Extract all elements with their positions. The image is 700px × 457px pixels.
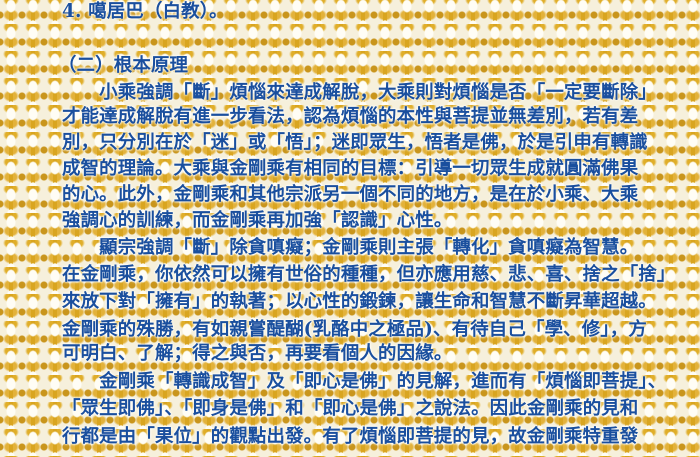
heading: 4. 噶居巴（白教）。 bbox=[62, 1, 228, 22]
paragraph-line: 成智的理論。大乘與金剛乘有相同的目標：引導一切眾生成就圓滿佛果 bbox=[62, 158, 639, 179]
paragraph-line: 行都是由「果位」的觀點出發。有了煩惱即菩提的見，故金剛乘特重發 bbox=[62, 426, 639, 447]
paragraph-line: 小乘強調「斷」煩惱來達成解脫，大乘則對煩惱是否「一定要斷除」 bbox=[62, 82, 657, 103]
paragraph-line: 來放下對「擁有」的執著；以心性的鍛鍊，讓生命和智慧不斷昇華超越。 bbox=[62, 291, 657, 312]
section-title: （二）根本原理 bbox=[58, 55, 189, 76]
paragraph-line: 才能達成解脫有進一步看法，認為煩惱的本性與菩提並無差別，若有差 bbox=[62, 106, 639, 127]
paragraph-line: 顯宗強調「斷」除貪嗔癡；金剛乘則主張「轉化」貪嗔癡為智慧。 bbox=[62, 237, 639, 258]
paragraph-line: 金剛乘「轉識成智」及「即心是佛」的見解，進而有「煩惱即菩提」、 bbox=[62, 371, 667, 392]
paragraph-line: 可明白、了解；得之與否，再要看個人的因緣。 bbox=[62, 343, 453, 364]
paragraph-line: 別，只分別在於「迷」或「悟」；迷即眾生，悟者是佛，於是引申有轉識 bbox=[62, 132, 648, 153]
paragraph-line: 的心。此外，金剛乘和其他宗派另一個不同的地方，是在於小乘、大乘 bbox=[62, 184, 639, 205]
paragraph-line: 強調心的訓練，而金剛乘再加強「認識」心性。 bbox=[62, 210, 453, 231]
paragraph-line: 「眾生即佛」、「即身是佛」和「即心是佛」之說法。因此金剛乘的見和 bbox=[62, 398, 639, 419]
paragraph-line: 金剛乘的殊勝，有如親嘗醍醐(乳酪中之極品)、有待自己「學、修」，方 bbox=[62, 319, 647, 340]
paragraph-line: 在金剛乘，你依然可以擁有世俗的種種，但亦應用慈、悲、喜、捨之「捨」 bbox=[62, 264, 676, 285]
